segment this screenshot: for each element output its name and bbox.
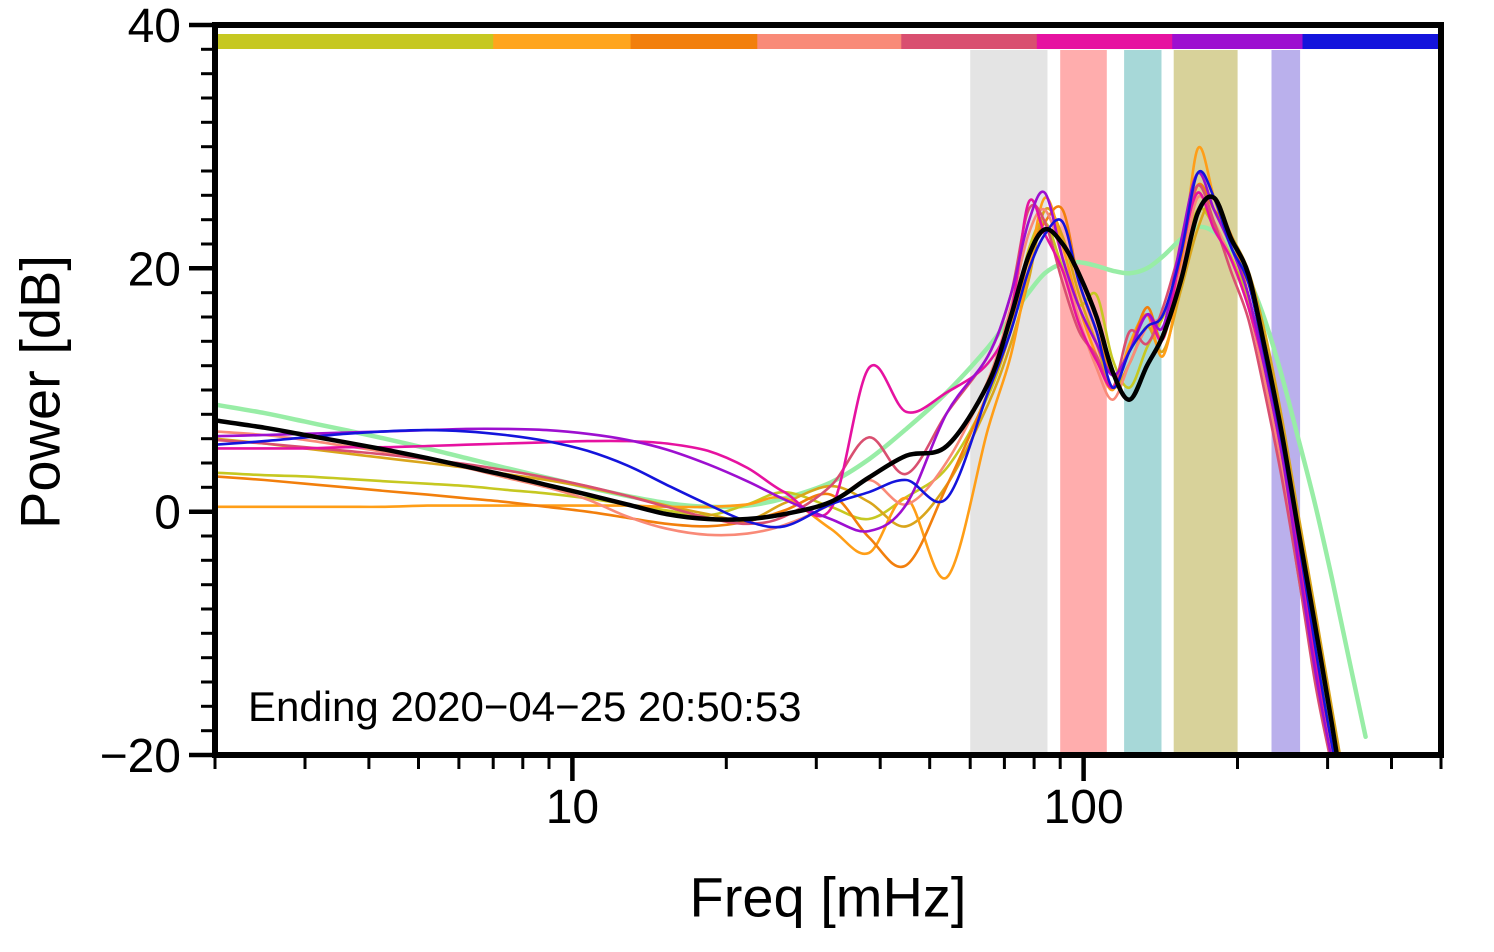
colorbar-segment [630, 34, 759, 49]
colorbar-segment [493, 34, 632, 49]
band-olive [1173, 50, 1238, 752]
spectrum-salmon [215, 194, 1333, 755]
colorbar-segment [1172, 34, 1304, 49]
x-tick-label: 100 [1044, 781, 1124, 834]
y-axis-label: Power [dB] [8, 255, 72, 529]
band-gray [970, 50, 1048, 752]
y-tick-label: 20 [128, 243, 181, 296]
colorbar-segment [901, 34, 1038, 49]
y-tick-label: −20 [100, 730, 181, 783]
band-pink [1060, 50, 1107, 752]
x-axis-label: Freq [mHz] [689, 865, 967, 929]
colorbar-segment [215, 34, 495, 49]
plot-frame [212, 22, 1444, 758]
colorbar-segment [1036, 34, 1174, 49]
colorbar-segment [1302, 34, 1442, 49]
spectrum-crimson [215, 184, 1331, 755]
mean-spectrum [215, 194, 1340, 755]
y-tick-label: 0 [154, 487, 181, 540]
y-tick-label: 40 [128, 0, 181, 53]
spectrum-purple [215, 171, 1333, 755]
ending-time-annotation: Ending 2020−04−25 20:50:53 [248, 683, 802, 730]
x-tick-label: 10 [546, 781, 599, 834]
axis-ticks [189, 22, 1443, 781]
colorbar-segment [757, 34, 903, 49]
